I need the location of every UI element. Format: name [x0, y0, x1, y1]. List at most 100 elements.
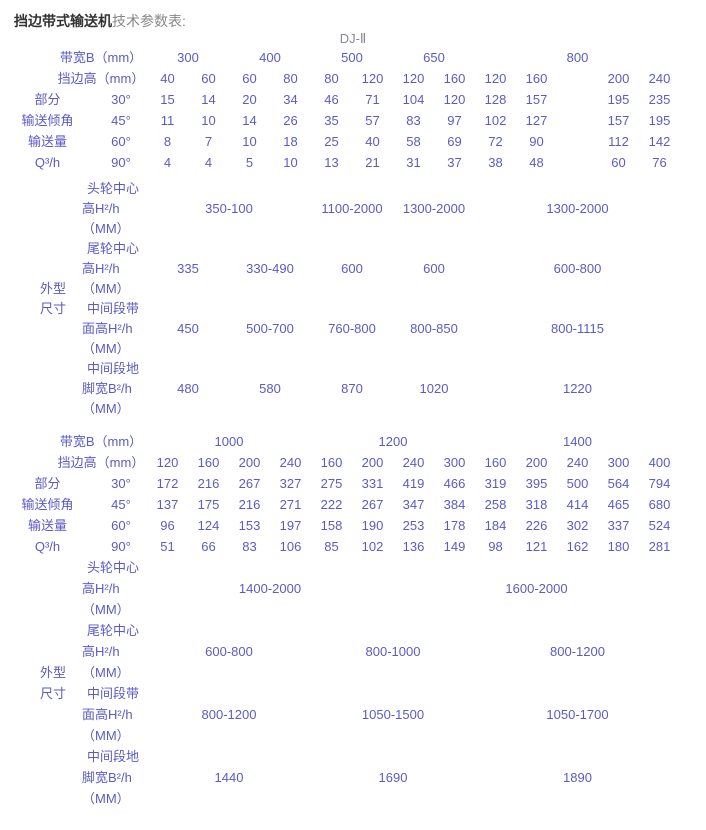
capacity-value: 175 — [197, 497, 220, 512]
edge-height-value: 80 — [283, 71, 298, 86]
edge-height-value: 200 — [607, 71, 630, 86]
edge-height-value: 120 — [484, 71, 507, 86]
capacity-value: 60 — [611, 155, 626, 170]
outline-sub-label: 头轮中心 — [87, 181, 140, 196]
capacity-value: 267 — [361, 497, 384, 512]
outline-sub-label: 高H²/h — [82, 644, 120, 659]
capacity-value: 4 — [204, 155, 213, 170]
capacity-value: 226 — [525, 518, 548, 533]
outline-value: 600 — [423, 261, 445, 276]
capacity-value: 4 — [163, 155, 172, 170]
capacity-value: 564 — [607, 476, 630, 491]
band-width-value: 300 — [177, 50, 199, 65]
capacity-value: 106 — [279, 539, 302, 554]
capacity-value: 136 — [402, 539, 425, 554]
outline-value: 1690 — [378, 770, 408, 785]
outline-value: 1890 — [563, 770, 592, 785]
capacity-value: 235 — [648, 92, 671, 107]
capacity-value: 102 — [484, 113, 507, 128]
outline-sub-label: 脚宽B²/h — [82, 770, 132, 785]
capacity-value: 72 — [488, 134, 503, 149]
page-title-rest: 技术参数表: — [112, 13, 186, 29]
angle-label: 30° — [111, 476, 131, 491]
edge-height-value: 120 — [361, 71, 384, 86]
capacity-value: 26 — [283, 113, 298, 128]
band-width-value: 400 — [259, 50, 281, 65]
capacity-value: 124 — [197, 518, 220, 533]
capacity-row-label: 部分 — [34, 476, 61, 491]
capacity-value: 8 — [163, 134, 172, 149]
capacity-value: 48 — [529, 155, 544, 170]
outline-value: 335 — [177, 261, 199, 276]
edge-height-value: 200 — [238, 455, 261, 470]
capacity-value: 137 — [156, 497, 179, 512]
capacity-value: 180 — [607, 539, 630, 554]
capacity-value: 149 — [443, 539, 466, 554]
capacity-row-label: Q³/h — [34, 155, 61, 170]
capacity-value: 524 — [648, 518, 671, 533]
capacity-value: 34 — [283, 92, 298, 107]
capacity-value: 7 — [204, 134, 213, 149]
outline-value: 350-100 — [205, 201, 253, 216]
edge-height-label: 挡边高（mm） — [57, 455, 145, 470]
band-width-row: 带宽B（mm） 1000 1200 1400 — [0, 431, 706, 452]
edge-height-value: 240 — [648, 71, 671, 86]
capacity-value: 158 — [320, 518, 343, 533]
outline-sub-label: 中间段地 — [87, 749, 140, 764]
edge-height-value: 60 — [242, 71, 257, 86]
band-width-label: 带宽B（mm） — [59, 434, 143, 449]
capacity-row: 部分 30° 172 216 267 327 275 331 419 466 319 395 500 56… — [0, 473, 706, 494]
edge-height-value: 200 — [361, 455, 384, 470]
outline-value: 580 — [259, 381, 281, 396]
outline-sub-label: （MM） — [82, 221, 130, 236]
capacity-value: 57 — [365, 113, 380, 128]
capacity-value: 46 — [324, 92, 339, 107]
capacity-value: 120 — [443, 92, 466, 107]
edge-height-value: 160 — [484, 455, 507, 470]
capacity-value: 275 — [320, 476, 343, 491]
outline-value: 760-800 — [328, 321, 376, 336]
outline-value: 1400-2000 — [238, 581, 302, 596]
outline-sub-label: 中间段带 — [87, 686, 140, 701]
outline-sub-label: 高H²/h — [82, 581, 120, 596]
edge-height-value: 300 — [443, 455, 466, 470]
capacity-value: 327 — [279, 476, 302, 491]
angle-label: 90° — [111, 155, 131, 170]
band-width-value: 1000 — [214, 434, 244, 449]
capacity-value: 20 — [242, 92, 257, 107]
capacity-value: 40 — [365, 134, 380, 149]
angle-label: 45° — [111, 497, 131, 512]
angle-label: 60° — [111, 518, 131, 533]
edge-height-row: 挡边高（mm） 120 160 200 240 160 200 240 300 160 200 240… — [0, 452, 706, 473]
capacity-row: Q³/h 90° 51 66 83 106 85 102 136 149 98 121 162 180 28… — [0, 536, 706, 557]
capacity-value: 395 — [525, 476, 548, 491]
outline-value: 450 — [177, 321, 199, 336]
band-width-value: 650 — [423, 50, 445, 65]
capacity-value: 10 — [283, 155, 298, 170]
capacity-row-label: 输送倾角 — [21, 113, 74, 128]
angle-label: 45° — [111, 113, 131, 128]
outline-value: 870 — [341, 381, 363, 396]
capacity-value: 195 — [648, 113, 671, 128]
angle-label: 60° — [111, 134, 131, 149]
capacity-value: 98 — [488, 539, 503, 554]
capacity-value: 216 — [238, 497, 261, 512]
outline-sub-label: 面高H²/h — [82, 707, 133, 722]
capacity-value: 66 — [201, 539, 216, 554]
capacity-value: 319 — [484, 476, 507, 491]
capacity-row: Q³/h 90° 4 4 5 10 13 21 31 37 38 48 60 76 — [0, 152, 706, 173]
page-title-bold: 挡边带式输送机 — [14, 13, 112, 29]
outline-sub-label: （MM） — [82, 281, 130, 296]
outline-value: 1600-2000 — [505, 581, 568, 596]
outline-value: 1300-2000 — [402, 201, 466, 216]
outline-dim-label-line: 尺寸 — [40, 686, 67, 701]
capacity-value: 14 — [242, 113, 257, 128]
band-width-value: 1200 — [378, 434, 408, 449]
capacity-value: 128 — [484, 92, 507, 107]
outline-value: 800-850 — [410, 321, 458, 336]
capacity-value: 680 — [648, 497, 671, 512]
capacity-value: 37 — [447, 155, 462, 170]
outline-sub-label: 高H²/h — [82, 261, 120, 276]
model-label: DJ-Ⅱ — [339, 31, 367, 46]
